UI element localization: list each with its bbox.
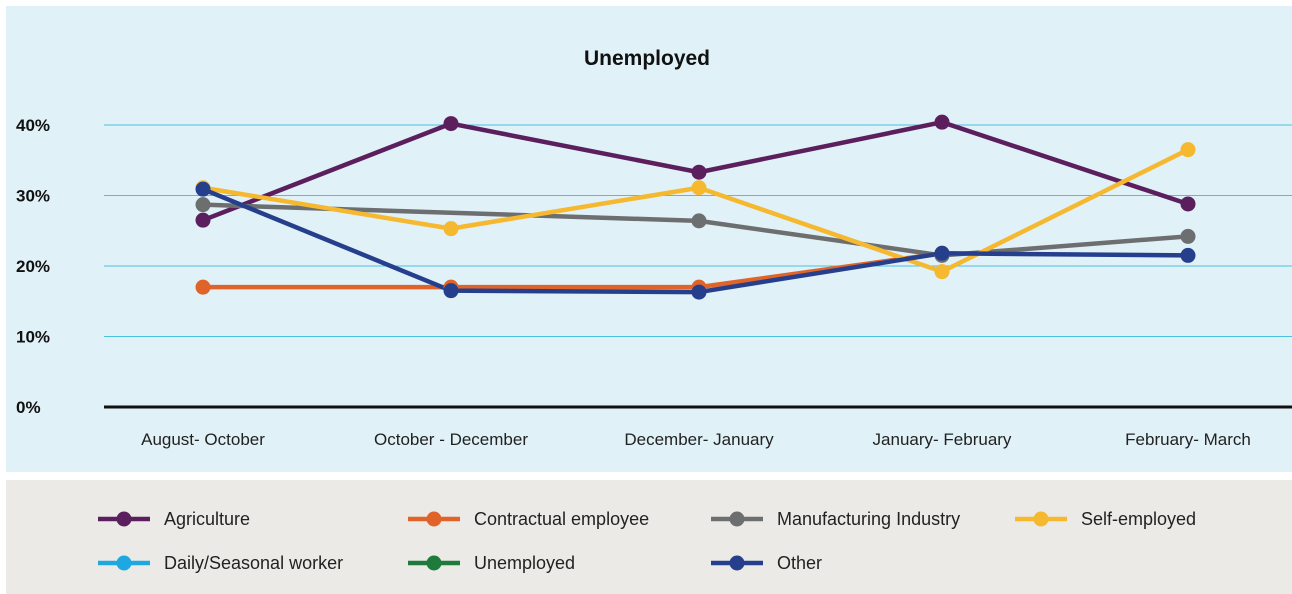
legend-label: Self-employed	[1081, 509, 1196, 529]
legend-swatch-marker	[426, 555, 442, 571]
legend-swatch-marker	[729, 511, 745, 527]
data-point	[1180, 247, 1196, 263]
series-lines	[200, 119, 1191, 295]
data-point	[934, 114, 950, 130]
y-tick-label: 40%	[16, 116, 50, 135]
legend-item: Daily/Seasonal worker	[98, 553, 343, 573]
series-line-1	[200, 251, 945, 290]
legend-swatch-marker	[116, 555, 132, 571]
y-tick-label: 0%	[16, 398, 41, 417]
legend-item: Unemployed	[408, 553, 575, 573]
data-point	[691, 284, 707, 300]
legend-label: Agriculture	[164, 509, 250, 529]
x-axis-ticks: August- October October - December Decembe…	[141, 430, 1251, 449]
legend-item: Contractual employee	[408, 509, 649, 529]
chart-title: Unemployed	[584, 47, 710, 70]
legend-item: Self-employed	[1015, 509, 1196, 529]
x-tick-label: August- October	[141, 430, 265, 449]
legend-item: Other	[711, 553, 822, 573]
series-line-6	[200, 186, 1191, 295]
y-tick-label: 10%	[16, 328, 50, 347]
data-point	[691, 164, 707, 180]
data-point	[934, 245, 950, 261]
data-point	[934, 264, 950, 280]
legend-label: Contractual employee	[474, 509, 649, 529]
data-point	[195, 197, 211, 213]
data-point	[443, 283, 459, 299]
legend-panel	[6, 480, 1292, 594]
data-point	[195, 212, 211, 228]
data-point	[691, 213, 707, 229]
legend-label: Unemployed	[474, 553, 575, 573]
y-axis-ticks: 0% 10% 20% 30% 40%	[16, 116, 50, 417]
legend: Agriculture Contractual employee Manufactu…	[98, 509, 1196, 573]
data-point	[1180, 142, 1196, 158]
x-tick-label: October - December	[374, 430, 528, 449]
legend-label: Other	[777, 553, 822, 573]
series-line-2	[200, 202, 1191, 258]
legend-swatch-marker	[1033, 511, 1049, 527]
x-tick-label: February- March	[1125, 430, 1251, 449]
y-tick-label: 20%	[16, 257, 50, 276]
legend-swatch-marker	[729, 555, 745, 571]
legend-item: Agriculture	[98, 509, 250, 529]
x-tick-label: December- January	[624, 430, 774, 449]
data-point	[1180, 196, 1196, 212]
legend-label: Daily/Seasonal worker	[164, 553, 343, 573]
data-point	[443, 116, 459, 132]
data-point	[1180, 228, 1196, 244]
data-point	[195, 181, 211, 197]
legend-item: Manufacturing Industry	[711, 509, 960, 529]
series-points	[195, 114, 1196, 300]
legend-swatch-marker	[426, 511, 442, 527]
legend-label: Manufacturing Industry	[777, 509, 960, 529]
y-tick-label: 30%	[16, 187, 50, 206]
legend-swatch-marker	[116, 511, 132, 527]
plot-panel	[6, 6, 1292, 472]
data-point	[195, 279, 211, 295]
data-point	[691, 180, 707, 196]
data-point	[443, 221, 459, 237]
x-tick-label: January- February	[873, 430, 1012, 449]
